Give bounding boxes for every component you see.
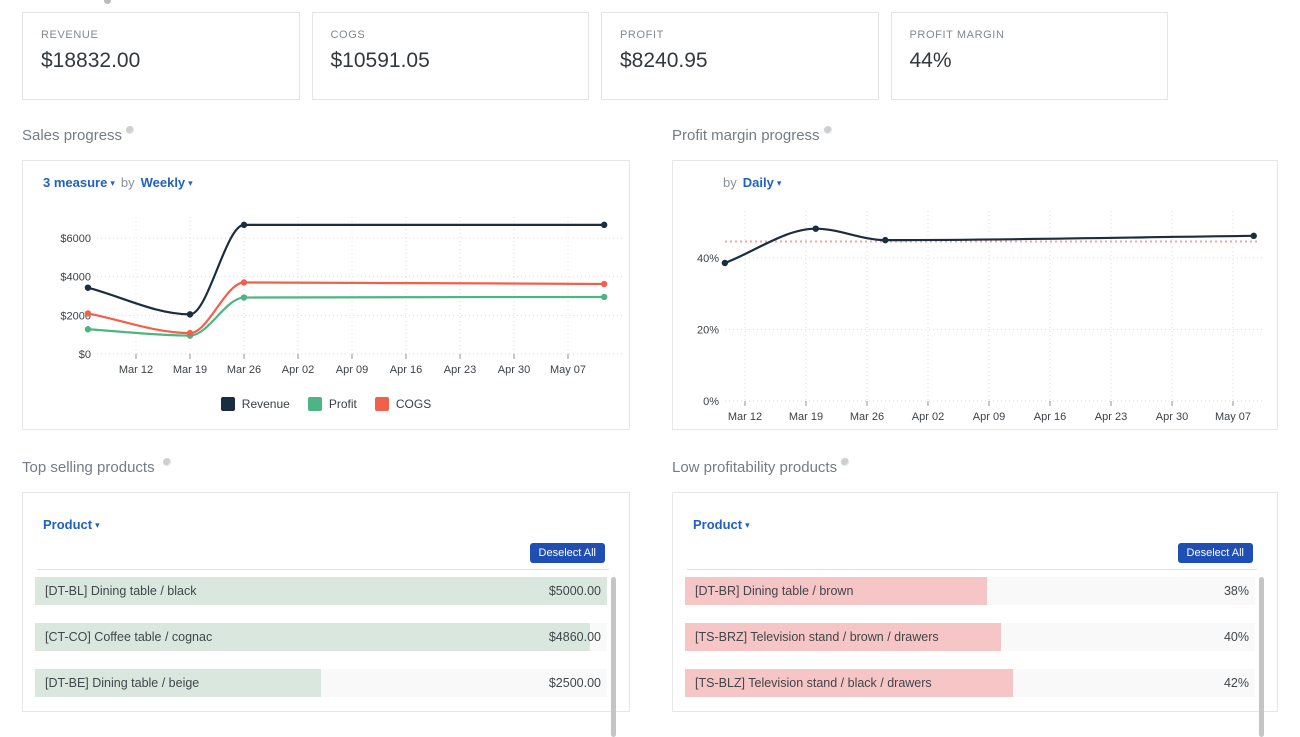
sales-line-chart: $0$2000$4000$6000Mar 12Mar 19Mar 26Apr 0… xyxy=(23,161,631,431)
section-title-text: Top selling products xyxy=(22,459,155,476)
info-icon[interactable] xyxy=(104,0,111,4)
kpi-value: $8240.95 xyxy=(620,49,860,73)
scrollbar[interactable] xyxy=(1259,577,1264,737)
product-value: $2500.00 xyxy=(549,669,601,697)
divider xyxy=(37,569,609,570)
dimension-dropdown-label[interactable]: Product xyxy=(43,517,92,532)
legend-swatch xyxy=(375,397,389,411)
chevron-down-icon: ▾ xyxy=(745,520,750,530)
product-rows: [DT-BR] Dining table / brown 38% [TS-BRZ] … xyxy=(685,577,1255,715)
top-products-panel: Product▾ Deselect All [DT-BL] Dining tab… xyxy=(22,492,630,712)
kpi-value: 44% xyxy=(910,49,1150,73)
dimension-dropdown-label[interactable]: Product xyxy=(693,517,742,532)
svg-text:$6000: $6000 xyxy=(60,233,91,245)
product-value: $4860.00 xyxy=(549,623,601,651)
svg-text:Mar 19: Mar 19 xyxy=(173,364,207,376)
product-label: [DT-BL] Dining table / black xyxy=(45,577,196,605)
deselect-all-button[interactable]: Deselect All xyxy=(1178,543,1253,563)
chevron-down-icon: ▾ xyxy=(95,520,100,530)
info-icon[interactable] xyxy=(841,458,849,466)
svg-text:Mar 12: Mar 12 xyxy=(728,411,762,423)
legend-label: COGS xyxy=(396,397,431,411)
svg-text:Mar 19: Mar 19 xyxy=(789,411,823,423)
kpi-card-profit-margin: PROFIT MARGIN 44% xyxy=(891,12,1169,100)
svg-text:Apr 23: Apr 23 xyxy=(1095,411,1127,423)
margin-section-title: Profit margin progress xyxy=(672,127,832,147)
sales-progress-panel: 3 measure▾byWeekly▾ $0$2000$4000$6000Mar… xyxy=(22,160,630,430)
legend-item[interactable]: Revenue xyxy=(221,397,290,411)
dimension-dropdown[interactable]: Product▾ xyxy=(43,517,100,532)
product-label: [TS-BLZ] Television stand / black / draw… xyxy=(695,669,932,697)
kpi-card-revenue: REVENUE $18832.00 xyxy=(22,12,300,100)
svg-text:Apr 02: Apr 02 xyxy=(282,364,314,376)
svg-text:$0: $0 xyxy=(79,349,91,361)
product-label: [DT-BR] Dining table / brown xyxy=(695,577,853,605)
product-value: 38% xyxy=(1224,577,1249,605)
product-label: [DT-BE] Dining table / beige xyxy=(45,669,199,697)
legend-item[interactable]: COGS xyxy=(375,397,431,411)
info-icon[interactable] xyxy=(824,126,832,134)
svg-text:May 07: May 07 xyxy=(550,364,586,376)
product-row[interactable]: [TS-BRZ] Television stand / brown / draw… xyxy=(685,623,1255,651)
kpi-label: COGS xyxy=(331,29,571,41)
legend-swatch xyxy=(221,397,235,411)
profit-margin-panel: byDaily▾ 0%20%40%Mar 12Mar 19Mar 26Apr 0… xyxy=(672,160,1278,430)
svg-text:Apr 23: Apr 23 xyxy=(444,364,476,376)
section-title-text: Sales progress xyxy=(22,127,122,144)
svg-text:Apr 09: Apr 09 xyxy=(973,411,1005,423)
svg-text:$4000: $4000 xyxy=(60,272,91,284)
chart-legend: Revenue Profit COGS xyxy=(23,397,629,411)
legend-swatch xyxy=(308,397,322,411)
svg-text:Apr 09: Apr 09 xyxy=(336,364,368,376)
info-icon[interactable] xyxy=(126,126,134,134)
product-rows: [DT-BL] Dining table / black $5000.00 [CT-… xyxy=(35,577,607,715)
section-title-text: Low profitability products xyxy=(672,459,837,476)
low-products-panel: Product▾ Deselect All [DT-BR] Dining tab… xyxy=(672,492,1278,712)
kpi-label: PROFIT MARGIN xyxy=(910,29,1150,41)
svg-text:Apr 02: Apr 02 xyxy=(912,411,944,423)
svg-text:Apr 16: Apr 16 xyxy=(1034,411,1066,423)
profit-margin-line-chart: 0% 20% 40% Mar 12 Mar 19 Mar 26 Apr 02 Apr 09 Ap… xyxy=(673,161,1279,431)
product-value: $5000.00 xyxy=(549,577,601,605)
kpi-card-cogs: COGS $10591.05 xyxy=(312,12,590,100)
kpi-label: PROFIT xyxy=(620,29,860,41)
svg-text:Mar 26: Mar 26 xyxy=(227,364,261,376)
svg-text:May 07: May 07 xyxy=(1215,411,1251,423)
kpi-card-profit: PROFIT $8240.95 xyxy=(601,12,879,100)
low-products-section-title: Low profitability products xyxy=(672,459,849,479)
deselect-all-button[interactable]: Deselect All xyxy=(530,543,605,563)
legend-label: Revenue xyxy=(242,397,290,411)
svg-text:Apr 30: Apr 30 xyxy=(1156,411,1188,423)
svg-text:Apr 30: Apr 30 xyxy=(498,364,530,376)
product-row[interactable]: [DT-BR] Dining table / brown 38% xyxy=(685,577,1255,605)
svg-text:40%: 40% xyxy=(697,253,719,265)
kpi-value: $10591.05 xyxy=(331,49,571,73)
legend-item[interactable]: Profit xyxy=(308,397,357,411)
product-label: [CT-CO] Coffee table / cognac xyxy=(45,623,212,651)
sales-section-title: Sales progress xyxy=(22,127,134,147)
svg-text:Mar 12: Mar 12 xyxy=(119,364,153,376)
product-row[interactable]: [DT-BE] Dining table / beige $2500.00 xyxy=(35,669,607,697)
svg-text:20%: 20% xyxy=(697,325,719,337)
kpi-row: REVENUE $18832.00 COGS $10591.05 PROFIT … xyxy=(22,12,1168,100)
product-value: 42% xyxy=(1224,669,1249,697)
scrollbar[interactable] xyxy=(611,577,616,737)
product-row[interactable]: [CT-CO] Coffee table / cognac $4860.00 xyxy=(35,623,607,651)
section-title-text: Profit margin progress xyxy=(672,127,820,144)
divider xyxy=(687,569,1257,570)
legend-label: Profit xyxy=(329,397,357,411)
svg-text:0%: 0% xyxy=(703,396,719,408)
svg-text:Mar 26: Mar 26 xyxy=(850,411,884,423)
product-value: 40% xyxy=(1224,623,1249,651)
info-icon[interactable] xyxy=(163,458,171,466)
svg-text:Apr 16: Apr 16 xyxy=(390,364,422,376)
top-products-section-title: Top selling products xyxy=(22,459,171,479)
kpi-label: REVENUE xyxy=(41,29,281,41)
kpi-value: $18832.00 xyxy=(41,49,281,73)
product-row[interactable]: [TS-BLZ] Television stand / black / draw… xyxy=(685,669,1255,697)
product-label: [TS-BRZ] Television stand / brown / draw… xyxy=(695,623,939,651)
dimension-dropdown[interactable]: Product▾ xyxy=(693,517,750,532)
product-row[interactable]: [DT-BL] Dining table / black $5000.00 xyxy=(35,577,607,605)
